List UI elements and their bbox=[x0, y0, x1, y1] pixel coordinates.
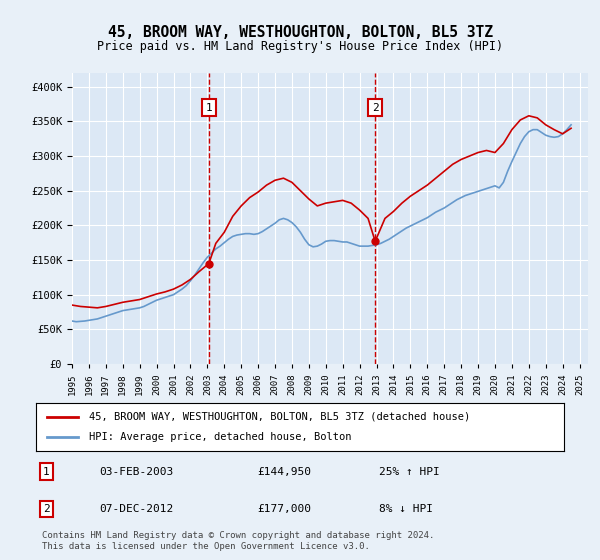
Text: HPI: Average price, detached house, Bolton: HPI: Average price, detached house, Bolt… bbox=[89, 432, 352, 442]
Text: £144,950: £144,950 bbox=[258, 467, 312, 477]
Text: 45, BROOM WAY, WESTHOUGHTON, BOLTON, BL5 3TZ: 45, BROOM WAY, WESTHOUGHTON, BOLTON, BL5… bbox=[107, 25, 493, 40]
Text: 07-DEC-2012: 07-DEC-2012 bbox=[100, 504, 173, 514]
Text: Contains HM Land Registry data © Crown copyright and database right 2024.: Contains HM Land Registry data © Crown c… bbox=[42, 531, 434, 540]
Text: 2: 2 bbox=[43, 504, 50, 514]
Text: 2: 2 bbox=[372, 102, 379, 113]
Text: 45, BROOM WAY, WESTHOUGHTON, BOLTON, BL5 3TZ (detached house): 45, BROOM WAY, WESTHOUGHTON, BOLTON, BL5… bbox=[89, 412, 470, 422]
Text: £177,000: £177,000 bbox=[258, 504, 312, 514]
Text: 03-FEB-2003: 03-FEB-2003 bbox=[100, 467, 173, 477]
Text: 25% ↑ HPI: 25% ↑ HPI bbox=[379, 467, 440, 477]
Text: 1: 1 bbox=[43, 467, 50, 477]
Text: Price paid vs. HM Land Registry's House Price Index (HPI): Price paid vs. HM Land Registry's House … bbox=[97, 40, 503, 53]
Text: 1: 1 bbox=[205, 102, 212, 113]
Text: This data is licensed under the Open Government Licence v3.0.: This data is licensed under the Open Gov… bbox=[42, 542, 370, 551]
Text: 8% ↓ HPI: 8% ↓ HPI bbox=[379, 504, 433, 514]
